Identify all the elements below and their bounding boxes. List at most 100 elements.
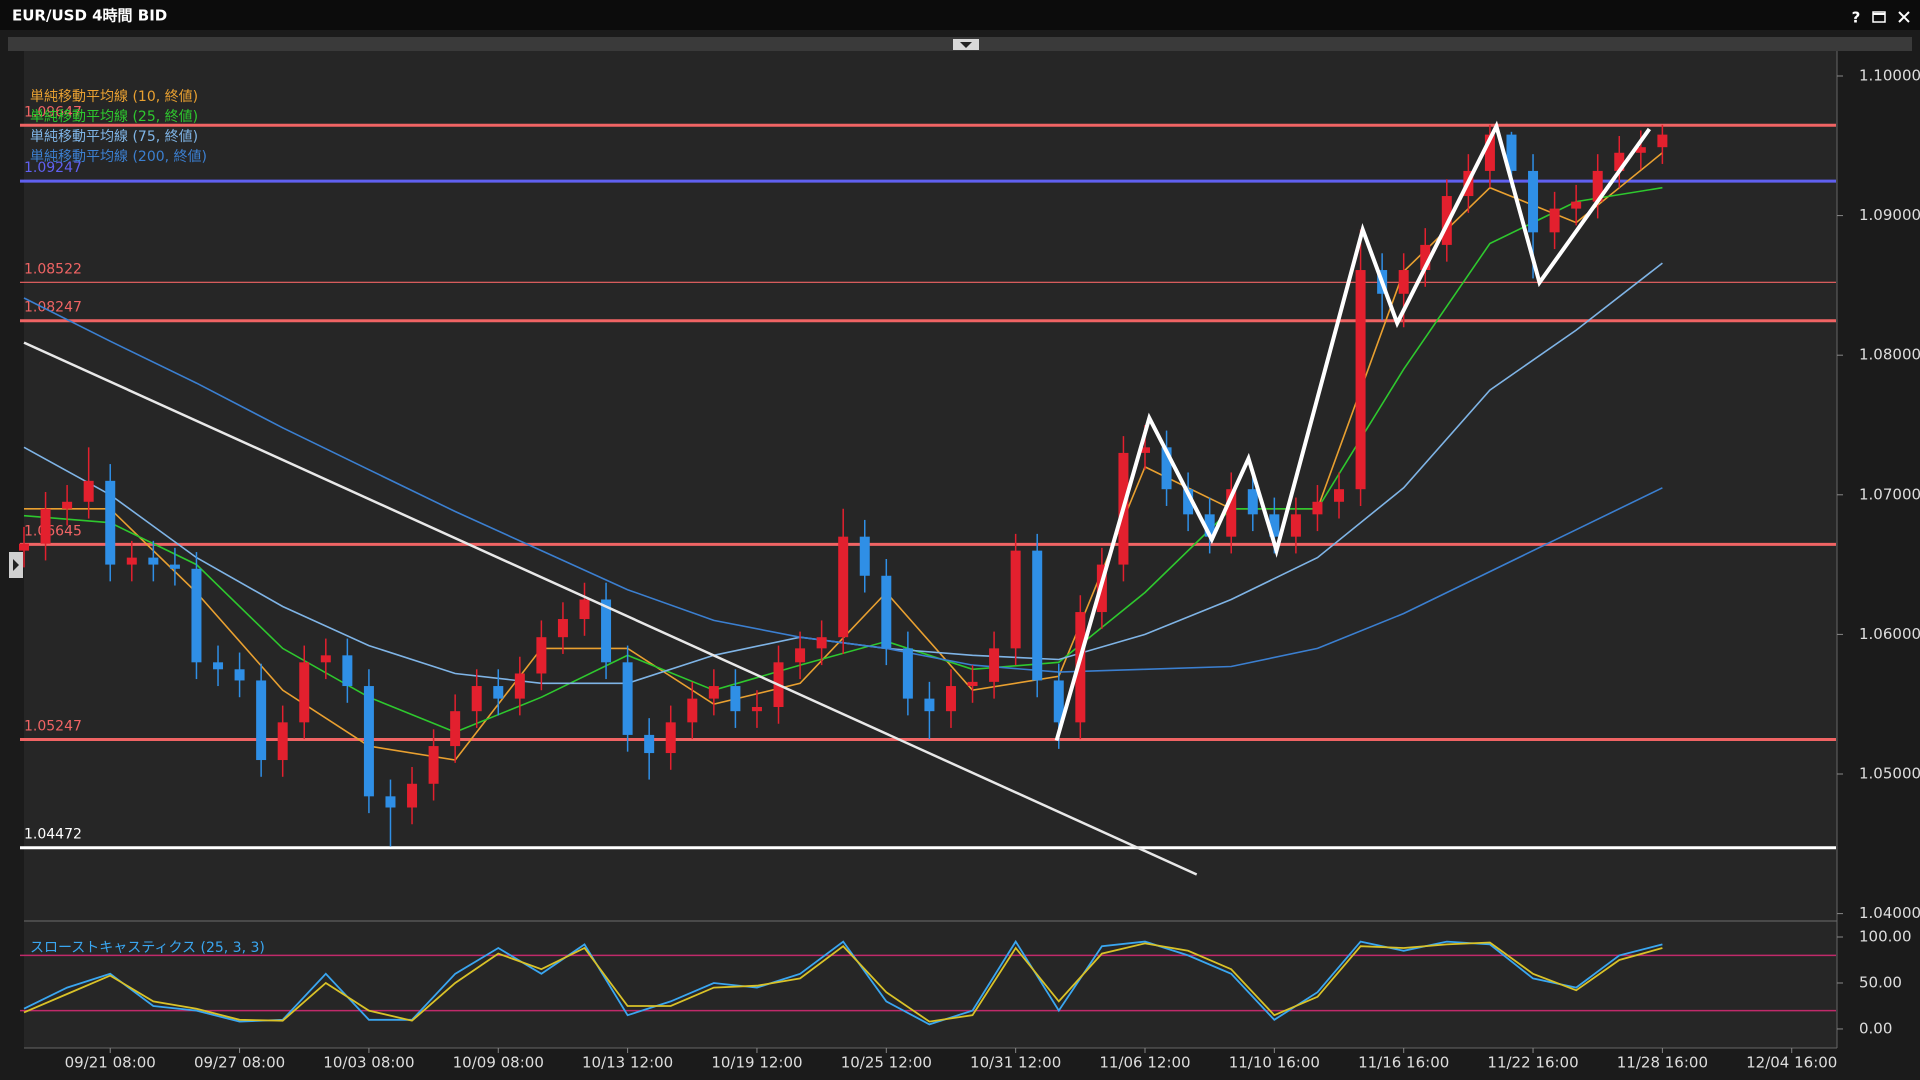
candle-body xyxy=(1032,550,1043,681)
x-tick-label: 11/22 16:00 xyxy=(1487,1054,1578,1072)
candle-body xyxy=(19,543,29,551)
y-tick-label: 0.00 xyxy=(1859,1019,1892,1037)
y-tick-label: 1.06000 xyxy=(1859,625,1920,643)
candle-body xyxy=(730,686,741,712)
level-label: 1.09247 xyxy=(24,160,82,176)
candle-body xyxy=(945,686,956,712)
candle-body xyxy=(1635,147,1646,153)
candle-body xyxy=(471,686,482,712)
candle-body xyxy=(1592,170,1603,202)
legend-entry: 単純移動平均線 (200, 終値) xyxy=(30,149,207,165)
candle-body xyxy=(1334,489,1345,502)
y-tick-label: 1.04000 xyxy=(1859,904,1920,922)
y-tick-label: 1.08000 xyxy=(1859,346,1920,364)
x-tick-label: 11/06 12:00 xyxy=(1099,1054,1190,1072)
candle-body xyxy=(1614,152,1625,171)
candle-body xyxy=(536,637,547,674)
x-tick-label: 09/27 08:00 xyxy=(194,1054,285,1072)
restore-button[interactable] xyxy=(1872,11,1886,23)
candle-body xyxy=(514,673,525,699)
legend-entry: 単純移動平均線 (75, 終値) xyxy=(30,129,198,145)
candle-body xyxy=(881,575,892,649)
level-label: 1.09647 xyxy=(24,104,82,120)
x-tick-label: 09/21 08:00 xyxy=(65,1054,156,1072)
candle-body xyxy=(450,711,461,747)
candle-body xyxy=(40,508,51,544)
candle-body xyxy=(1139,447,1150,453)
candle-body xyxy=(838,536,849,638)
candle-body xyxy=(363,686,374,797)
candle-body xyxy=(1269,514,1280,537)
stochastic-line xyxy=(23,941,1663,1023)
candle-body xyxy=(816,637,827,649)
x-tick-label: 10/09 08:00 xyxy=(453,1054,544,1072)
side-tab[interactable] xyxy=(9,552,23,578)
candle-body xyxy=(105,480,116,565)
help-button[interactable]: ? xyxy=(1852,9,1861,27)
y-tick-label: 1.09000 xyxy=(1859,206,1920,224)
x-tick-label: 10/03 08:00 xyxy=(323,1054,414,1072)
candle-body xyxy=(407,783,418,808)
candle-body xyxy=(493,686,504,699)
x-tick-label: 11/28 16:00 xyxy=(1617,1054,1708,1072)
stochastic-panel xyxy=(24,921,1837,1048)
x-tick-label: 10/31 12:00 xyxy=(970,1054,1061,1072)
candle-body xyxy=(1161,447,1172,490)
x-tick-label: 10/19 12:00 xyxy=(711,1054,802,1072)
candle-body xyxy=(751,706,762,712)
candle-body xyxy=(1484,134,1495,171)
candle-body xyxy=(1398,270,1409,294)
close-button[interactable] xyxy=(1898,11,1910,23)
candle-body xyxy=(708,686,719,699)
candle-body xyxy=(579,599,590,620)
trend-drawing xyxy=(1054,120,1652,742)
candle-body xyxy=(277,722,288,761)
candle-body xyxy=(1247,489,1258,515)
y-tick-label: 50.00 xyxy=(1859,973,1902,991)
y-tick-label: 100.00 xyxy=(1859,928,1912,946)
candle-body xyxy=(256,680,267,761)
level-label: 1.04472 xyxy=(24,827,82,843)
level-label: 1.05247 xyxy=(24,719,82,735)
candle-body xyxy=(859,536,870,576)
candle-body xyxy=(1549,208,1560,233)
candle-body xyxy=(665,722,676,754)
candle-body xyxy=(342,655,353,687)
candle-body xyxy=(687,698,698,723)
candle-body xyxy=(601,599,612,663)
candle-body xyxy=(557,619,568,638)
legend-entry: 単純移動平均線 (25, 終値) xyxy=(30,109,198,125)
trend-drawing xyxy=(23,341,1198,876)
candle-body xyxy=(62,501,73,509)
level-label: 1.08522 xyxy=(24,261,82,277)
candle-body xyxy=(622,662,633,735)
candle-body xyxy=(795,648,806,663)
candle-body xyxy=(989,648,1000,682)
y-tick-label: 1.10000 xyxy=(1859,66,1920,84)
candle-body xyxy=(924,698,935,712)
candle-body xyxy=(1571,201,1582,209)
collapse-toggle[interactable] xyxy=(953,39,979,50)
x-tick-label: 12/04 16:00 xyxy=(1746,1054,1837,1072)
candle-body xyxy=(644,734,655,754)
candle-body xyxy=(320,655,331,663)
candle-body xyxy=(83,480,94,502)
y-tick-label: 1.07000 xyxy=(1859,485,1920,503)
candle-body xyxy=(191,568,202,663)
candle-body xyxy=(1204,514,1215,537)
candle-body xyxy=(1053,680,1064,723)
candle-body xyxy=(902,648,913,699)
candle-body xyxy=(967,681,978,687)
legend-entry: 単純移動平均線 (10, 終値) xyxy=(30,89,198,105)
candle-body xyxy=(299,662,310,723)
candle-body xyxy=(1312,501,1323,515)
y-tick-label: 1.05000 xyxy=(1859,764,1920,782)
candle-body xyxy=(1528,170,1539,233)
candle-body xyxy=(1075,612,1086,723)
level-label: 1.08247 xyxy=(24,300,82,316)
panel-title: スローストキャスティクス (25, 3, 3) xyxy=(30,940,265,956)
x-tick-label: 11/10 16:00 xyxy=(1229,1054,1320,1072)
candle-body xyxy=(1010,550,1021,649)
candle-body xyxy=(234,669,245,681)
